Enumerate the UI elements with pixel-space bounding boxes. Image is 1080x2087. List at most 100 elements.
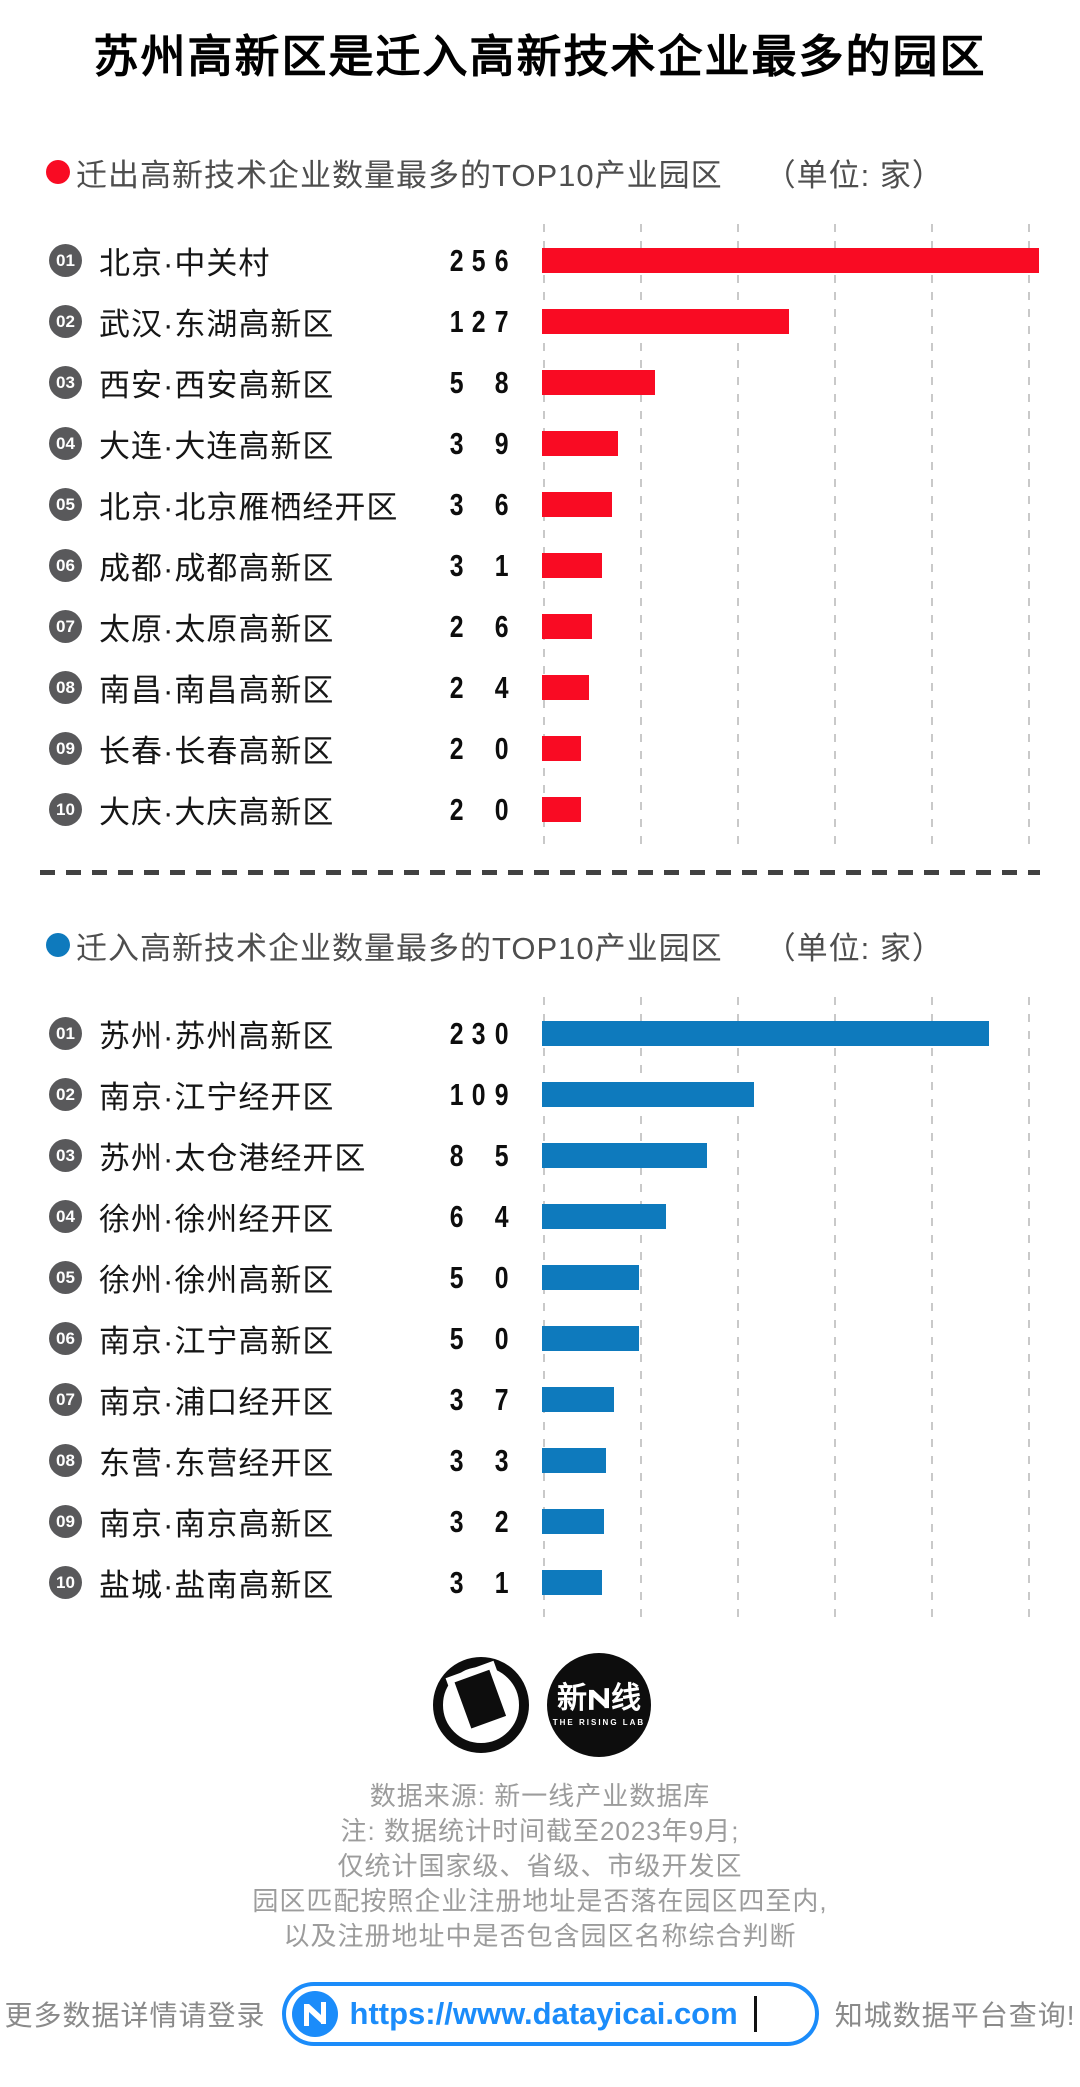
bar-track [542, 1021, 1040, 1046]
section-title-movein: 迁入高新技术企业数量最多的TOP10产业园区 [76, 930, 723, 966]
bar [542, 1448, 606, 1473]
gridline [931, 997, 933, 1619]
bar-track [542, 309, 1040, 334]
value-digit: 5 [494, 1137, 509, 1173]
unit-label: （单位: 家） [764, 157, 944, 193]
bar-track [542, 1509, 1040, 1534]
value-digit: 3 [494, 1442, 509, 1478]
value-digit: 7 [494, 1381, 509, 1417]
park-label: 南昌·南昌高新区 [99, 673, 335, 708]
value-digit: 2 [472, 303, 486, 339]
bottom-right-text: 知城数据平台查询! [834, 2000, 1076, 2031]
source-note-line: 仅统计国家级、省级、市级开发区 [337, 1851, 743, 1881]
source-notes: 数据来源: 新一线产业数据库 注: 数据统计时间截至2023年9月; 仅统计国家级、… [0, 1779, 1080, 1954]
park-label: 徐州·徐州高新区 [99, 1263, 335, 1298]
bar [542, 248, 1039, 273]
park-label: 南京·江宁高新区 [99, 1324, 335, 1359]
bar-track [542, 553, 1040, 578]
bar [542, 553, 602, 578]
gridline [1028, 997, 1030, 1619]
value-digit: 6 [449, 1198, 464, 1234]
bar [542, 797, 581, 822]
park-label: 南京·浦口经开区 [99, 1385, 335, 1420]
park-label: 成都·成都高新区 [99, 551, 335, 586]
value-digit: 0 [494, 791, 509, 827]
source-note-line: 注: 数据统计时间截至2023年9月; [340, 1816, 740, 1846]
rank-badge: 02 [49, 305, 82, 338]
red-legend-dot-icon [46, 160, 70, 184]
bar-track [542, 1143, 1040, 1168]
gridline [543, 997, 545, 1619]
value-digit: 4 [494, 669, 509, 705]
bar [542, 1143, 707, 1168]
bar-track [542, 248, 1040, 273]
bar [542, 614, 592, 639]
park-label: 西安·西安高新区 [99, 368, 335, 403]
bar [542, 1387, 614, 1412]
bar-track [542, 370, 1040, 395]
park-label: 太原·太原高新区 [99, 612, 335, 647]
value-digit: 6 [494, 242, 509, 278]
source-note-line: 以及注册地址中是否包含园区名称综合判断 [283, 1921, 797, 1951]
value-digit: 0 [494, 730, 509, 766]
rank-badge: 05 [49, 1261, 82, 1294]
gridline [931, 224, 933, 846]
rank-badge: 08 [49, 1444, 82, 1477]
source-note-line: 园区匹配按照企业注册地址是否落在园区四至内, [252, 1886, 828, 1916]
url-text[interactable]: https://www.datayicai.com [349, 1996, 738, 2031]
value-digit: 7 [494, 303, 509, 339]
rank-badge: 08 [49, 671, 82, 704]
bar [542, 736, 581, 761]
rising-lab-logo: 新 线 THE RISING LAB [547, 1653, 651, 1757]
rank-badge: 07 [49, 610, 82, 643]
gridline [737, 997, 739, 1619]
value-digit: 3 [449, 1381, 464, 1417]
value-digit: 3 [449, 1564, 464, 1600]
park-label: 北京·北京雁栖经开区 [99, 490, 399, 525]
dashed-separator [40, 870, 1040, 875]
park-label: 南京·江宁经开区 [99, 1080, 335, 1115]
value-digit: 0 [494, 1015, 509, 1051]
url-pill[interactable]: https://www.datayicai.com [281, 1982, 819, 2046]
bar-track [542, 431, 1040, 456]
park-label: 苏州·苏州高新区 [99, 1019, 335, 1054]
bar-track [542, 614, 1040, 639]
rank-badge: 01 [49, 1017, 82, 1050]
bar [542, 1265, 639, 1290]
rank-badge: 03 [49, 366, 82, 399]
value-digit: 8 [449, 1137, 464, 1173]
bar [542, 370, 655, 395]
bottom-bar: 更多数据详情请登录 https://www.datayicai.com 知城数据… [0, 1982, 1080, 2046]
section-header-movein: 迁入高新技术企业数量最多的TOP10产业园区 （单位: 家） [46, 925, 1040, 966]
bar [542, 1509, 604, 1534]
rank-badge: 06 [49, 1322, 82, 1355]
value-digit: 5 [449, 1259, 464, 1295]
rank-badge: 10 [49, 1566, 82, 1599]
